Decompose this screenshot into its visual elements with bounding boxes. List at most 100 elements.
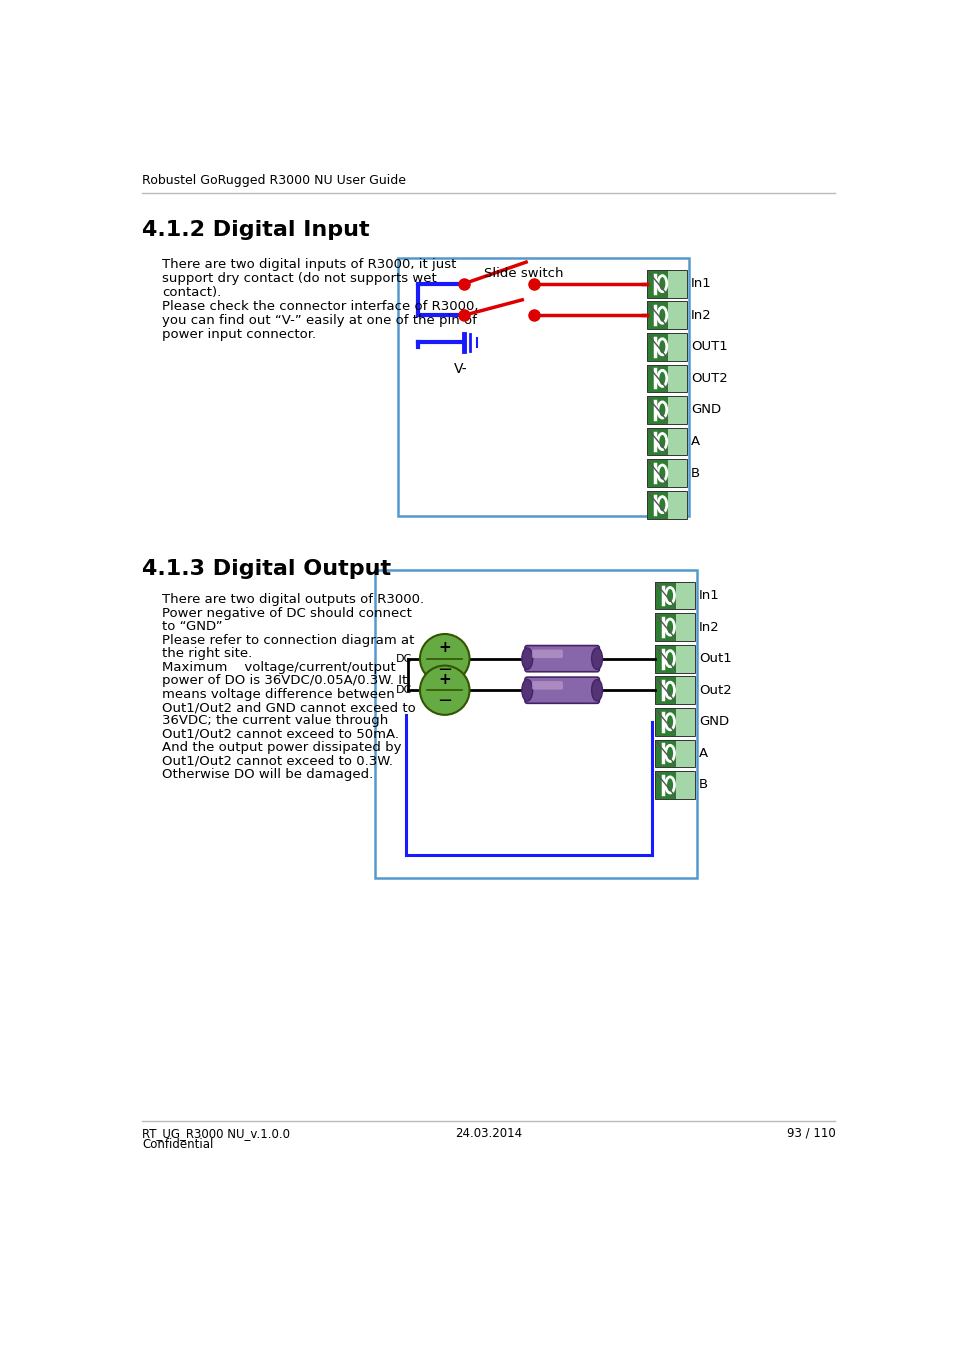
Text: In1: In1 [699,589,719,602]
Text: Power negative of DC should connect: Power negative of DC should connect [162,606,412,620]
Text: RT_UG_R3000 NU_v.1.0.0: RT_UG_R3000 NU_v.1.0.0 [142,1127,291,1139]
Bar [654,613,695,641]
Bar [667,364,686,393]
Ellipse shape [521,648,532,670]
Text: There are two digital inputs of R3000, it just: There are two digital inputs of R3000, i… [162,258,456,271]
Bar [675,582,695,609]
Text: −: − [436,660,452,679]
Text: GND: GND [691,404,720,416]
Bar [667,428,686,455]
Bar [397,258,688,516]
Circle shape [419,634,469,683]
Text: Please refer to connection diagram at: Please refer to connection diagram at [162,633,414,647]
Text: means voltage difference between: means voltage difference between [162,687,395,701]
Text: Out2: Out2 [699,683,731,697]
Bar [654,740,675,767]
Text: −: − [436,693,452,710]
Bar [667,459,686,487]
Ellipse shape [591,679,602,701]
Bar [667,270,686,297]
Bar [667,491,686,518]
Bar [654,582,695,609]
Text: you can find out “V-” easily at one of the pin of: you can find out “V-” easily at one of t… [162,313,476,327]
Bar [646,301,667,329]
Text: 36VDC; the current value through: 36VDC; the current value through [162,714,388,728]
Bar [646,364,667,393]
Bar [654,613,675,641]
Text: 4.1.3 Digital Output: 4.1.3 Digital Output [142,559,392,579]
Bar [646,428,686,455]
Text: 24.03.2014: 24.03.2014 [455,1127,522,1139]
Text: Out1: Out1 [699,652,731,666]
Text: B: B [691,467,700,479]
Text: Slide switch: Slide switch [483,267,562,281]
Text: power of DO is 36VDC/0.05A/0.3W. It: power of DO is 36VDC/0.05A/0.3W. It [162,674,407,687]
Bar [646,428,667,455]
Text: In1: In1 [691,277,711,290]
Bar [646,491,686,518]
Text: Maximum    voltage/current/output: Maximum voltage/current/output [162,660,395,674]
Bar [675,676,695,705]
Text: the right site.: the right site. [162,647,252,660]
Bar [654,645,675,672]
Text: Robustel GoRugged R3000 NU User Guide: Robustel GoRugged R3000 NU User Guide [142,174,406,186]
Text: In2: In2 [699,621,719,633]
Text: Out1/Out2 cannot exceed to 50mA.: Out1/Out2 cannot exceed to 50mA. [162,728,398,741]
Text: DC: DC [395,653,412,664]
Text: OUT1: OUT1 [691,340,727,354]
Text: contact).: contact). [162,286,221,298]
Text: OUT2: OUT2 [691,371,727,385]
Text: 4.1.2 Digital Input: 4.1.2 Digital Input [142,220,370,240]
Bar [654,676,675,705]
FancyBboxPatch shape [532,682,562,690]
Bar [654,645,695,672]
Text: And the output power dissipated by: And the output power dissipated by [162,741,401,755]
Text: DC: DC [395,686,412,695]
Text: A: A [699,747,707,760]
Text: In2: In2 [691,309,711,321]
Bar [654,707,675,736]
Text: V-: V- [453,362,467,377]
Circle shape [419,666,469,716]
Text: B: B [699,779,707,791]
Bar [667,301,686,329]
Bar [646,459,686,487]
Bar [646,301,686,329]
Text: power input connector.: power input connector. [162,328,315,340]
Bar [646,396,686,424]
Bar [375,570,696,878]
Bar [654,771,695,799]
Bar [646,270,667,297]
Ellipse shape [521,679,532,701]
Text: Out1/Out2 cannot exceed to 0.3W.: Out1/Out2 cannot exceed to 0.3W. [162,755,393,768]
Bar [675,613,695,641]
Bar [646,333,667,360]
FancyBboxPatch shape [524,645,598,672]
Bar [646,459,667,487]
Bar [654,740,695,767]
Bar [675,645,695,672]
Bar [675,771,695,799]
Text: Please check the connector interface of R3000,: Please check the connector interface of … [162,300,477,313]
Bar [654,582,675,609]
Bar [667,333,686,360]
Bar [654,676,695,705]
Bar [675,740,695,767]
Bar [675,707,695,736]
Text: A: A [691,435,700,448]
Bar [646,396,667,424]
Text: 93 / 110: 93 / 110 [786,1127,835,1139]
Text: +: + [438,672,451,687]
Bar [654,771,675,799]
Text: to “GND”: to “GND” [162,620,222,633]
FancyBboxPatch shape [524,678,598,703]
Bar [667,396,686,424]
Bar [646,270,686,297]
Text: Out1/Out2 and GND cannot exceed to: Out1/Out2 and GND cannot exceed to [162,701,416,714]
Bar [646,364,686,393]
Bar [646,491,667,518]
FancyBboxPatch shape [532,649,562,657]
Text: Otherwise DO will be damaged.: Otherwise DO will be damaged. [162,768,373,782]
Ellipse shape [591,648,602,670]
Text: GND: GND [699,716,728,728]
